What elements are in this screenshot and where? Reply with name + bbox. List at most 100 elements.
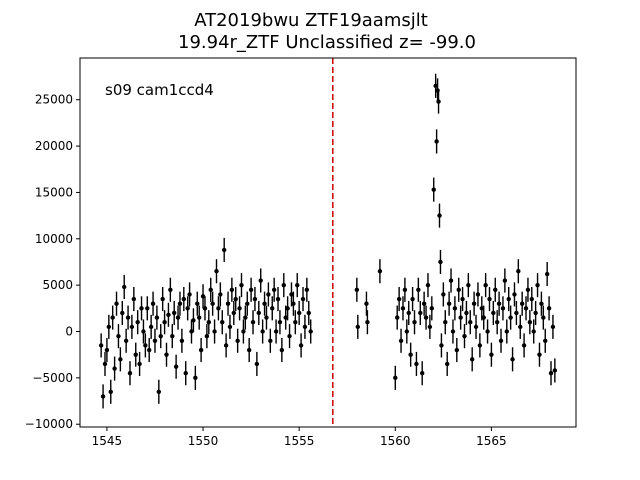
y-axis: −10000 −5000 0 5000 10000 15000 20000 25000 — [25, 93, 80, 431]
data-point — [264, 315, 269, 320]
data-point — [298, 343, 304, 348]
data-point — [519, 301, 525, 306]
data-point — [283, 315, 288, 320]
data-point — [177, 301, 183, 306]
data-point — [444, 361, 450, 367]
data-point — [464, 310, 469, 316]
data-point — [421, 301, 427, 306]
data-point — [218, 292, 223, 297]
data-point — [473, 324, 479, 330]
data-point — [537, 352, 542, 357]
data-point — [485, 329, 490, 334]
data-point — [127, 371, 133, 376]
data-point — [129, 324, 135, 330]
data-point — [229, 287, 235, 292]
data-point — [268, 338, 273, 343]
data-point — [291, 301, 296, 306]
data-point — [418, 310, 423, 316]
x-axis: 1545 1550 1555 1560 1565 — [92, 427, 507, 448]
data-point — [200, 294, 206, 299]
data-point — [206, 320, 212, 325]
data-point — [135, 320, 140, 325]
data-point — [396, 296, 402, 302]
data-point — [125, 315, 131, 320]
data-point — [287, 333, 292, 339]
data-point — [122, 284, 127, 290]
data-point — [504, 329, 509, 334]
data-point — [441, 292, 446, 297]
data-point — [164, 352, 169, 357]
data-point — [147, 347, 152, 353]
data-point — [179, 338, 185, 343]
data-point — [148, 324, 154, 330]
y-tick-label: 5000 — [42, 278, 73, 292]
data-point — [395, 315, 400, 320]
data-point — [506, 296, 511, 302]
data-point — [546, 306, 552, 311]
data-point — [233, 296, 238, 302]
data-point — [189, 329, 194, 334]
data-point — [377, 269, 383, 274]
y-tick-label: −5000 — [32, 371, 73, 385]
data-point — [141, 329, 146, 334]
data-point — [479, 306, 484, 311]
y-tick-label: −10000 — [25, 417, 73, 431]
data-point — [98, 343, 104, 348]
data-point — [191, 318, 196, 323]
plot-frame — [79, 57, 577, 428]
data-point — [221, 247, 227, 253]
data-point — [168, 287, 173, 292]
data-point — [275, 296, 281, 302]
data-point — [175, 315, 181, 320]
data-point — [104, 347, 110, 353]
chart-title: AT2019bwu ZTF19aamsjlt — [194, 10, 428, 31]
data-point — [400, 306, 406, 311]
data-point — [302, 324, 308, 330]
data-point — [496, 301, 502, 306]
data-point — [436, 99, 441, 104]
data-point — [539, 301, 544, 306]
data-point — [516, 269, 521, 274]
data-point — [425, 282, 431, 288]
data-point — [410, 296, 415, 302]
data-point — [398, 338, 404, 343]
chart-subtitle: 19.94r_ZTF Unclassified z= -99.0 — [178, 32, 476, 53]
data-point — [466, 282, 471, 288]
data-point — [173, 364, 179, 369]
data-point — [416, 287, 421, 292]
data-point — [114, 301, 119, 306]
data-point — [277, 320, 283, 325]
data-point — [454, 347, 460, 353]
data-point — [491, 310, 496, 316]
y-tick-label: 25000 — [35, 93, 73, 107]
data-point — [438, 259, 443, 265]
data-point — [216, 306, 221, 311]
data-point — [443, 320, 448, 325]
data-point — [500, 306, 506, 311]
data-point — [172, 310, 177, 316]
data-point — [116, 333, 121, 339]
data-point — [364, 301, 369, 306]
data-point — [365, 320, 370, 325]
data-point — [123, 338, 129, 343]
data-point — [150, 301, 156, 306]
data-point — [120, 310, 125, 316]
data-point — [518, 324, 523, 330]
data-point — [270, 306, 275, 311]
data-point — [139, 306, 144, 311]
data-point — [158, 333, 163, 339]
data-point — [475, 292, 481, 297]
data-point — [469, 357, 475, 362]
data-point — [437, 213, 442, 218]
data-point — [512, 292, 517, 297]
data-point — [227, 324, 233, 330]
data-point — [110, 315, 115, 320]
data-point — [252, 296, 258, 302]
data-point — [452, 306, 458, 311]
data-point — [355, 324, 360, 330]
y-tick-label: 15000 — [35, 185, 73, 199]
data-point — [208, 287, 213, 292]
data-point — [460, 296, 465, 302]
data-points — [98, 73, 558, 409]
